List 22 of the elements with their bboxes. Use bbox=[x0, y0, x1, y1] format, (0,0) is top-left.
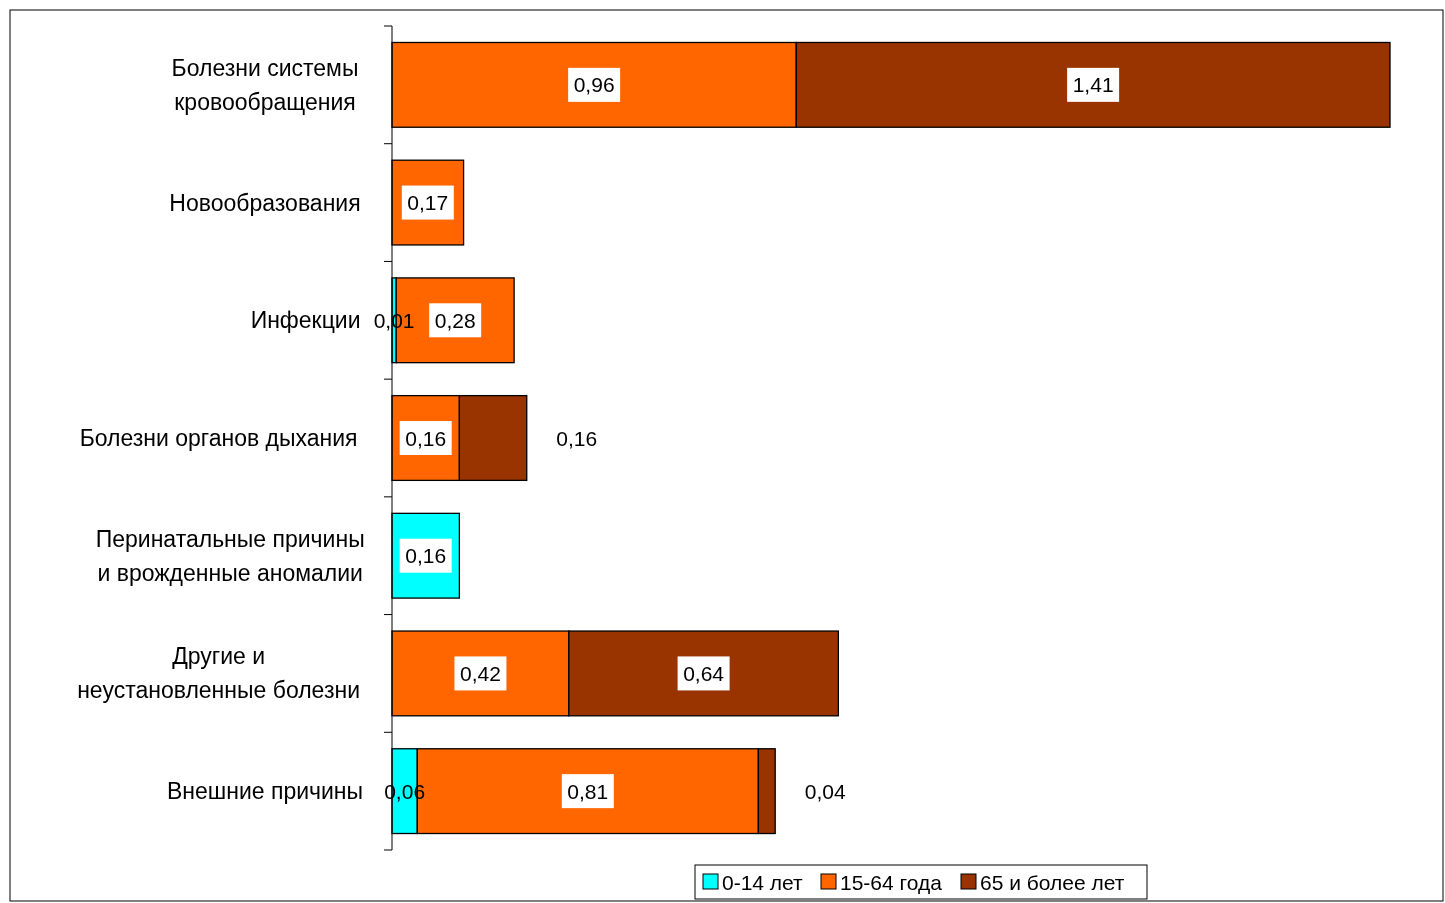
y-tick-label: Перинатальные причины и врожденные аномалии bbox=[95, 525, 365, 586]
data-label: 0,16 bbox=[405, 426, 447, 450]
data-label: 0,96 bbox=[573, 73, 615, 97]
y-tick-label: Болезни системы кровообращения bbox=[171, 54, 359, 115]
y-tick-label: Инфекции bbox=[250, 307, 361, 334]
data-label: 0,16 bbox=[405, 544, 447, 568]
y-tick-label: Новообразования bbox=[169, 189, 361, 216]
data-label: 0,17 bbox=[407, 191, 449, 215]
data-label: 0,81 bbox=[567, 779, 609, 803]
y-tick-label: Внешние причины bbox=[166, 778, 364, 805]
data-label: 0,04 bbox=[804, 779, 846, 803]
data-label: 1,41 bbox=[1072, 73, 1114, 97]
data-label: 0,42 bbox=[459, 661, 501, 685]
data-label: 0,64 bbox=[683, 661, 725, 685]
y-tick-label: Болезни органов дыхания bbox=[79, 425, 358, 451]
data-label: 0,01 bbox=[373, 308, 415, 332]
legend-label: 0-14 лет bbox=[722, 870, 804, 894]
data-label: 0,16 bbox=[556, 426, 598, 450]
y-tick-label: Другие и неустановленные болезни bbox=[77, 643, 361, 704]
legend-label: 15-64 года bbox=[840, 870, 943, 894]
data-label: 0,28 bbox=[434, 308, 476, 332]
legend-label: 65 и более лет bbox=[980, 870, 1125, 894]
